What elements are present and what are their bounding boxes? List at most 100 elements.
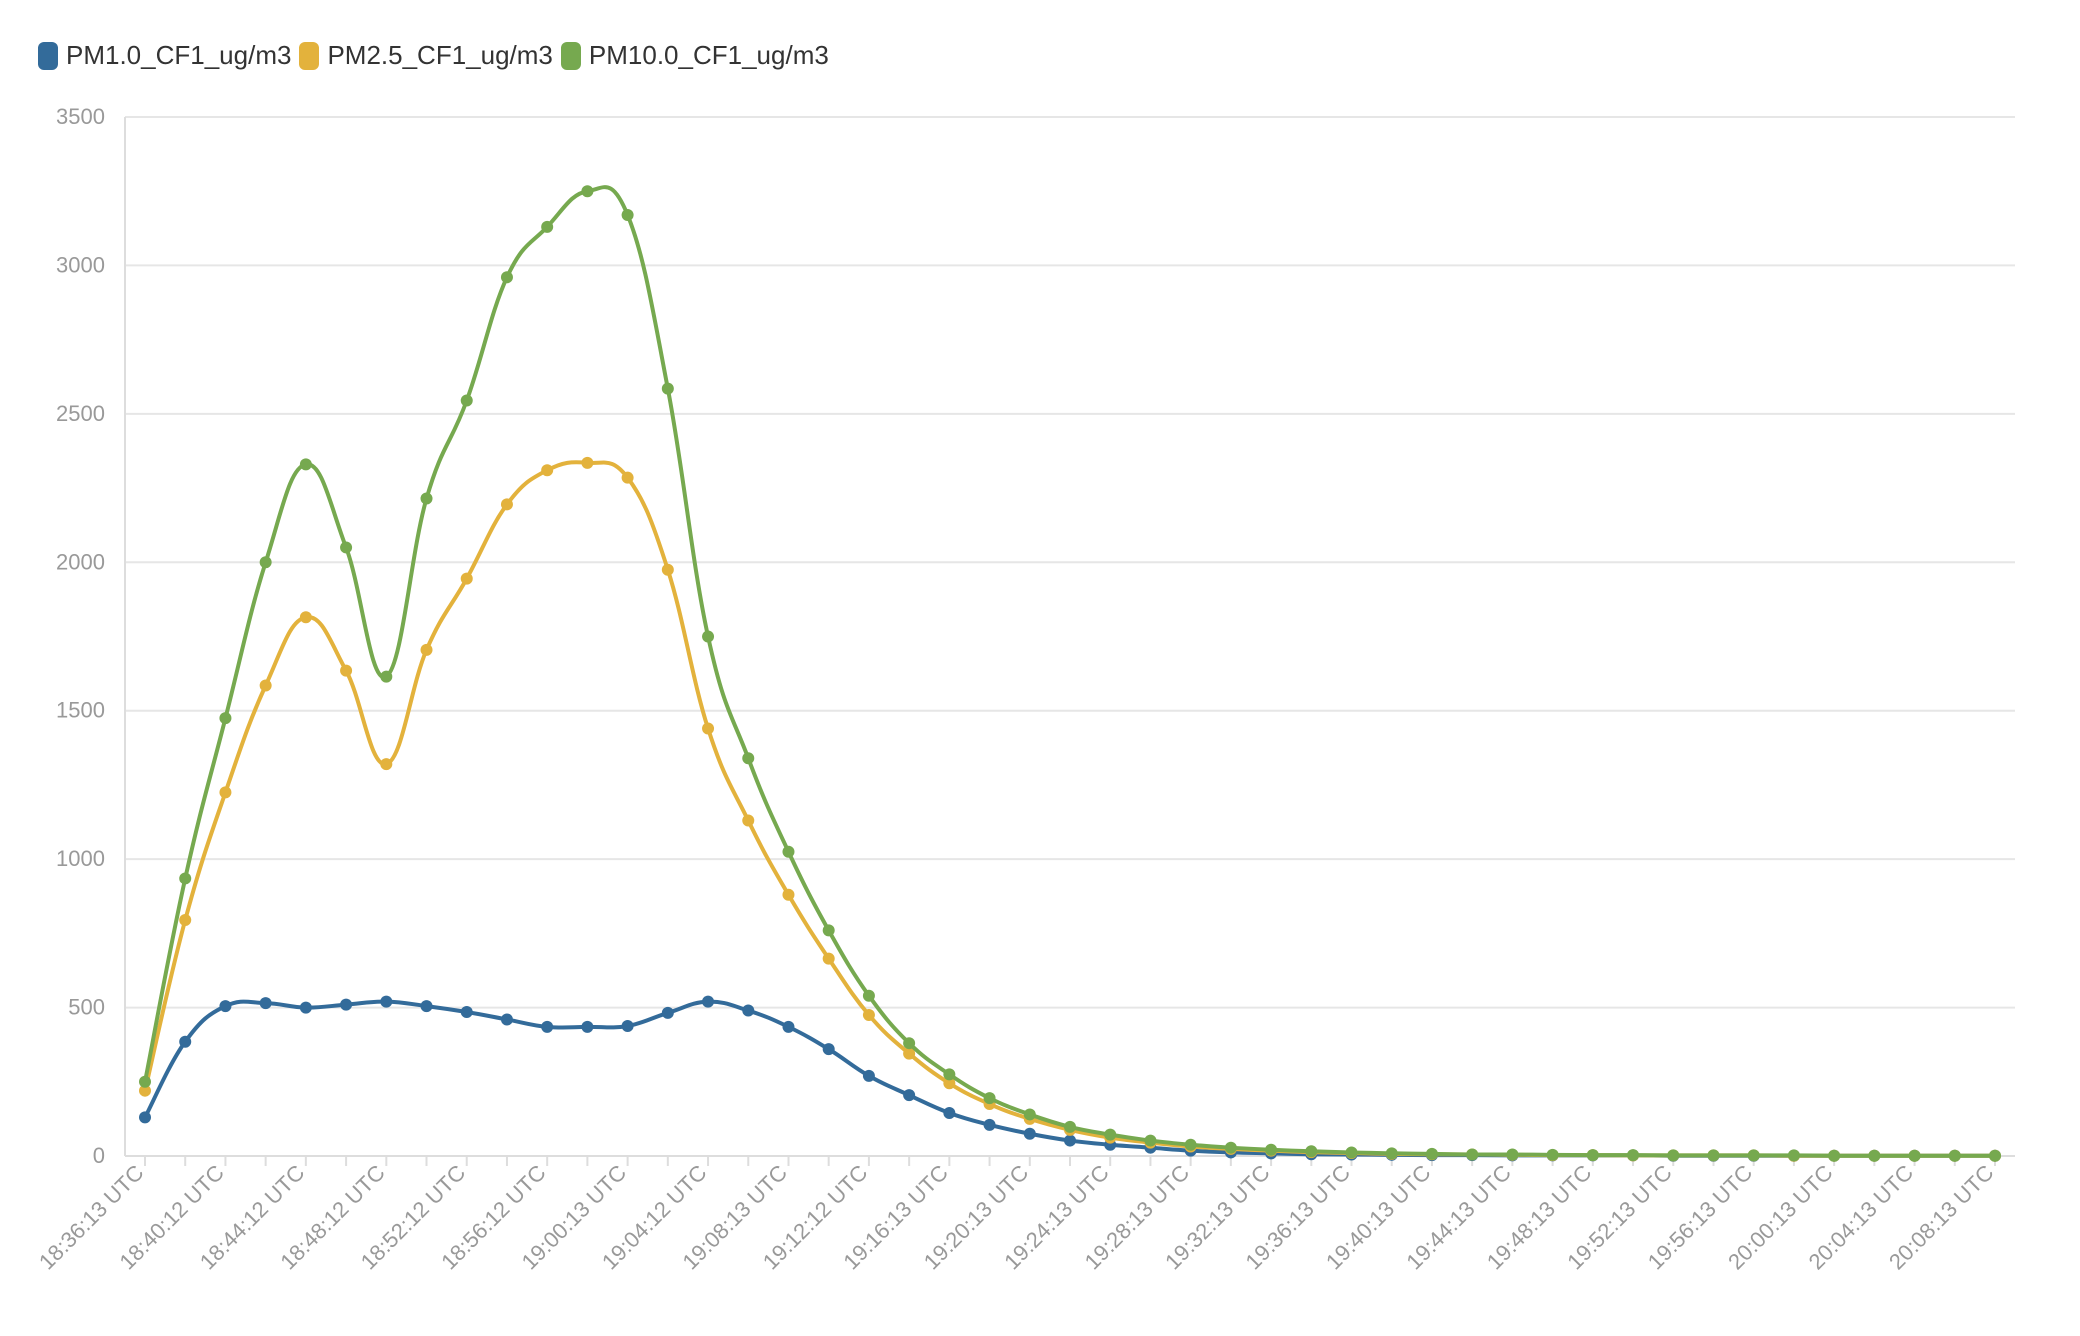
- data-point[interactable]: [179, 872, 192, 885]
- data-point[interactable]: [299, 611, 312, 624]
- data-point[interactable]: [1265, 1143, 1278, 1156]
- data-point[interactable]: [420, 643, 433, 656]
- data-point[interactable]: [581, 1020, 594, 1033]
- data-point[interactable]: [983, 1092, 996, 1105]
- data-point[interactable]: [380, 670, 393, 683]
- data-point[interactable]: [822, 924, 835, 937]
- data-point[interactable]: [219, 712, 232, 725]
- data-point[interactable]: [1023, 1127, 1036, 1140]
- data-point[interactable]: [782, 1020, 795, 1033]
- data-point[interactable]: [1586, 1149, 1599, 1162]
- data-point[interactable]: [1828, 1149, 1841, 1162]
- legend-label-pm1: PM1.0_CF1_ug/m3: [66, 40, 292, 70]
- data-point[interactable]: [1064, 1134, 1076, 1147]
- data-point[interactable]: [1064, 1120, 1076, 1133]
- data-point[interactable]: [259, 997, 272, 1010]
- data-point[interactable]: [299, 1001, 312, 1014]
- data-point[interactable]: [862, 1008, 875, 1021]
- data-point[interactable]: [340, 541, 353, 554]
- data-point[interactable]: [259, 679, 272, 692]
- data-point[interactable]: [541, 1020, 554, 1033]
- data-point[interactable]: [420, 492, 433, 505]
- data-point[interactable]: [219, 786, 232, 799]
- data-point[interactable]: [1144, 1134, 1157, 1147]
- data-point[interactable]: [340, 664, 353, 677]
- data-point[interactable]: [1989, 1149, 2001, 1162]
- data-point[interactable]: [1224, 1141, 1237, 1154]
- legend-item-pm1[interactable]: PM1.0_CF1_ug/m3: [38, 40, 291, 71]
- data-point[interactable]: [822, 952, 835, 965]
- data-point[interactable]: [621, 208, 634, 221]
- data-point[interactable]: [1506, 1148, 1519, 1161]
- data-point[interactable]: [500, 498, 513, 511]
- data-point[interactable]: [983, 1118, 996, 1131]
- data-point[interactable]: [1787, 1149, 1800, 1162]
- data-point[interactable]: [139, 1084, 151, 1097]
- data-point[interactable]: [500, 1013, 513, 1026]
- data-point[interactable]: [943, 1068, 956, 1081]
- data-point[interactable]: [1948, 1149, 1961, 1162]
- data-point[interactable]: [1908, 1149, 1921, 1162]
- data-point[interactable]: [420, 1000, 433, 1013]
- data-point[interactable]: [259, 556, 272, 569]
- data-point[interactable]: [299, 458, 312, 471]
- data-point[interactable]: [219, 1000, 232, 1013]
- data-point[interactable]: [460, 1006, 473, 1019]
- data-point[interactable]: [742, 1004, 755, 1017]
- data-point[interactable]: [621, 471, 634, 484]
- data-point[interactable]: [1184, 1138, 1197, 1151]
- data-point[interactable]: [1345, 1146, 1358, 1159]
- data-point[interactable]: [340, 998, 353, 1011]
- data-point[interactable]: [1305, 1145, 1318, 1158]
- data-point[interactable]: [943, 1106, 956, 1119]
- legend-swatch-pm1: [38, 41, 58, 70]
- data-point[interactable]: [179, 1035, 192, 1048]
- y-tick-label: 2500: [56, 401, 105, 426]
- data-point[interactable]: [380, 758, 393, 771]
- data-point[interactable]: [1385, 1147, 1398, 1160]
- data-point[interactable]: [702, 995, 715, 1008]
- data-point[interactable]: [1466, 1148, 1479, 1161]
- data-point[interactable]: [1868, 1149, 1881, 1162]
- data-point[interactable]: [702, 630, 715, 643]
- data-point[interactable]: [903, 1037, 916, 1050]
- data-point[interactable]: [1425, 1147, 1438, 1160]
- data-point[interactable]: [541, 464, 554, 477]
- data-point[interactable]: [1546, 1148, 1559, 1161]
- data-point[interactable]: [1104, 1128, 1117, 1141]
- data-point[interactable]: [661, 563, 674, 576]
- data-point[interactable]: [500, 271, 513, 284]
- data-point[interactable]: [380, 995, 393, 1008]
- data-point[interactable]: [621, 1019, 634, 1032]
- data-point[interactable]: [541, 220, 554, 233]
- data-point[interactable]: [1747, 1149, 1760, 1162]
- data-point[interactable]: [903, 1047, 916, 1060]
- data-point[interactable]: [179, 913, 192, 926]
- data-point[interactable]: [460, 572, 473, 585]
- data-point[interactable]: [1627, 1149, 1640, 1162]
- data-point[interactable]: [581, 456, 594, 469]
- data-point[interactable]: [903, 1089, 916, 1102]
- data-point[interactable]: [742, 752, 755, 765]
- data-point[interactable]: [862, 989, 875, 1002]
- data-point[interactable]: [661, 382, 674, 395]
- data-point[interactable]: [460, 394, 473, 407]
- data-point[interactable]: [1667, 1149, 1680, 1162]
- data-point[interactable]: [139, 1111, 151, 1124]
- data-point[interactable]: [943, 1077, 956, 1090]
- data-point[interactable]: [782, 845, 795, 858]
- data-point[interactable]: [782, 888, 795, 901]
- data-point[interactable]: [1023, 1108, 1036, 1121]
- data-point[interactable]: [702, 722, 715, 735]
- data-point[interactable]: [661, 1006, 674, 1019]
- data-point[interactable]: [139, 1075, 151, 1088]
- legend-item-pm10[interactable]: PM10.0_CF1_ug/m3: [560, 40, 829, 71]
- data-point[interactable]: [822, 1043, 835, 1056]
- data-point[interactable]: [1707, 1149, 1720, 1162]
- data-point[interactable]: [581, 185, 594, 198]
- data-point[interactable]: [862, 1069, 875, 1082]
- legend-item-pm25[interactable]: PM2.5_CF1_ug/m3: [299, 40, 553, 71]
- y-tick-label: 1000: [56, 846, 105, 871]
- data-point[interactable]: [742, 814, 755, 827]
